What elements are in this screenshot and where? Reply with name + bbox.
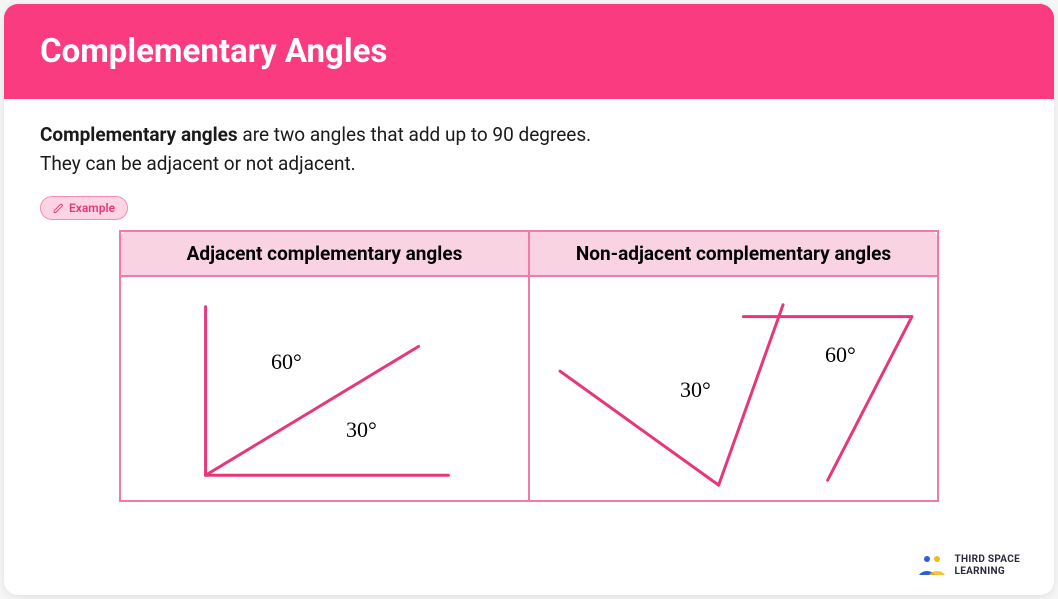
card-body: Complementary angles are two angles that… (4, 99, 1054, 524)
diagram-table: Adjacent complementary angles Non-adjace… (119, 230, 939, 502)
col-header-nonadjacent: Non-adjacent complementary angles (529, 231, 938, 276)
logo-text: THIRD SPACE LEARNING (955, 554, 1020, 577)
adjacent-angle-diagram (121, 277, 528, 500)
page-title: Complementary Angles (40, 32, 1018, 71)
diagram-cell-adjacent: 60° 30° (120, 276, 529, 501)
angle-label-60: 60° (271, 349, 302, 375)
brand-logo: THIRD SPACE LEARNING (917, 554, 1020, 577)
definition-line2: They can be adjacent or not adjacent. (40, 152, 356, 175)
logo-mark-icon (917, 555, 947, 577)
definition-text: Complementary angles are two angles that… (40, 121, 1018, 178)
definition-term: Complementary angles (40, 123, 238, 146)
example-badge: Example (40, 196, 128, 220)
logo-line1: THIRD SPACE (955, 554, 1020, 565)
definition-line1: are two angles that add up to 90 degrees… (238, 123, 591, 146)
card-header: Complementary Angles (4, 4, 1054, 99)
pencil-icon (53, 203, 64, 214)
col-header-adjacent: Adjacent complementary angles (120, 231, 529, 276)
angle-label-30-sep: 30° (680, 377, 711, 403)
lesson-card: Complementary Angles Complementary angle… (4, 4, 1054, 595)
angle-label-60-sep: 60° (825, 342, 856, 368)
example-badge-label: Example (69, 201, 115, 215)
angle-label-30: 30° (346, 417, 377, 443)
diagram-cell-nonadjacent: 30° 60° (529, 276, 938, 501)
logo-line2: LEARNING (955, 566, 1005, 577)
nonadjacent-angle-diagram (530, 277, 937, 500)
